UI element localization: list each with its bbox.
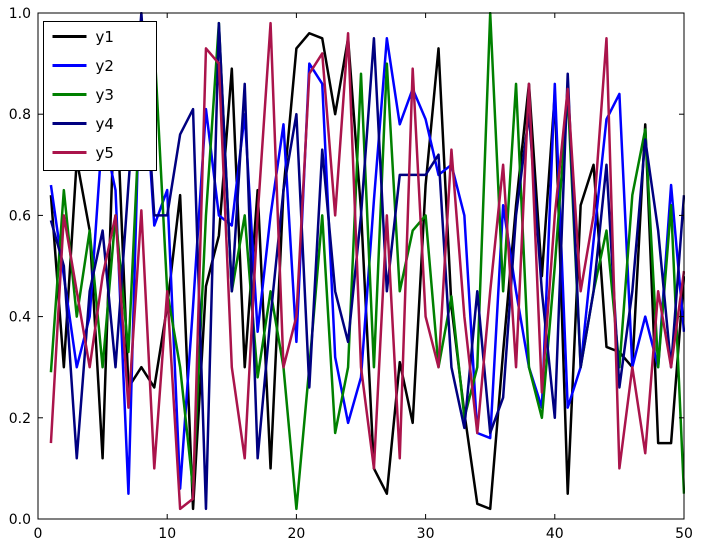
legend-label: y5	[96, 144, 114, 162]
axes-frame	[37, 12, 685, 520]
series-line-y2	[49, 26, 685, 495]
legend-entry-y1: y1	[52, 28, 114, 46]
legend-label: y3	[96, 86, 114, 104]
y-axis-tick-label: 0.0	[9, 512, 31, 528]
legend: y1 y2 y3 y4 y5	[43, 21, 157, 171]
series-line-y5	[49, 21, 685, 511]
y-axis-tick-label: 0.2	[9, 411, 31, 427]
legend-label: y1	[96, 28, 114, 46]
legend-label: y2	[96, 57, 114, 75]
y-axis-tick-label: 0.4	[9, 310, 31, 326]
x-axis-tick-label: 40	[546, 526, 564, 542]
legend-entry-y4: y4	[52, 115, 114, 133]
x-axis-tick-label: 30	[417, 526, 435, 542]
axis-tick-labels: 0 10 20 30 40 50 0.0 0.2 0.4 0.6 0.8 1.0	[9, 6, 693, 542]
y-axis-tick-label: 1.0	[9, 6, 31, 22]
x-axis-tick-label: 20	[287, 526, 305, 542]
axis-ticks	[37, 12, 685, 520]
legend-entry-y5: y5	[52, 144, 114, 162]
series-line-y4	[49, 12, 685, 511]
legend-entry-y3: y3	[52, 86, 114, 104]
y-axis-tick-label: 0.8	[9, 107, 31, 123]
x-axis-tick-label: 50	[675, 526, 693, 542]
x-axis-tick-label: 0	[34, 526, 43, 542]
legend-entry-y2: y2	[52, 57, 114, 75]
x-axis-tick-label: 10	[158, 526, 176, 542]
y-axis-tick-label: 0.6	[9, 208, 31, 224]
legend-label: y4	[96, 115, 114, 133]
